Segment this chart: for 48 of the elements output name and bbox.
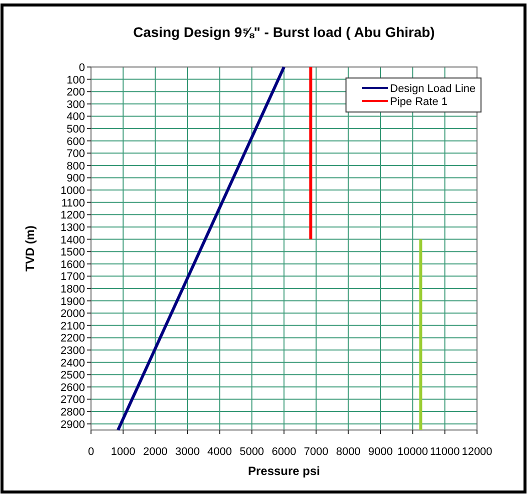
x-tick-label: 6000 (272, 446, 296, 458)
y-tick-label: 1400 (60, 234, 85, 246)
x-tick-label: 11000 (430, 446, 460, 458)
legend-label: Pipe Rate 1 (390, 96, 448, 108)
y-tick-label: 1000 (60, 185, 85, 198)
y-tick-label: 2400 (60, 357, 85, 370)
x-axis-title: Pressure psi (248, 464, 320, 478)
x-tick-label: 12000 (462, 446, 492, 458)
y-tick-label: 1800 (60, 283, 85, 296)
y-tick-label: 2000 (60, 308, 85, 320)
y-tick-label: 300 (66, 98, 85, 111)
y-tick-label: 2700 (60, 394, 85, 406)
x-tick-label: 0 (88, 446, 94, 458)
x-tick-label: 2000 (143, 446, 168, 458)
x-tick-label: 1000 (110, 446, 136, 458)
x-tick-label: 7000 (304, 446, 328, 458)
y-tick-label: 700 (66, 148, 85, 160)
y-tick-label: 2900 (60, 418, 85, 431)
x-tick-label: 5000 (240, 446, 264, 458)
y-tick-label: 2600 (60, 382, 85, 394)
y-tick-label: 2500 (60, 370, 85, 382)
legend-label: Design Load Line (390, 83, 476, 95)
y-tick-label: 1900 (60, 296, 85, 308)
x-tick-label: 4000 (207, 446, 232, 458)
y-tick-label: 200 (66, 86, 85, 99)
x-tick-label: 8000 (336, 446, 361, 458)
y-tick-label: 600 (66, 136, 85, 148)
x-tick-label: 9000 (368, 446, 393, 458)
y-tick-label: 1600 (60, 258, 85, 271)
y-tick-label: 1500 (60, 246, 85, 259)
y-tick-label: 800 (66, 160, 85, 172)
y-tick-label: 2100 (60, 320, 85, 332)
chart-title: Casing Design 9⅝" - Burst load ( Abu Ghirab) (133, 24, 435, 40)
y-tick-label: 1700 (60, 271, 85, 284)
y-tick-label: 1100 (61, 197, 85, 210)
y-tick-label: 2800 (60, 406, 85, 419)
y-tick-label: 900 (66, 172, 85, 185)
y-tick-label: 500 (66, 124, 85, 136)
y-axis-title: TVD (m) (23, 226, 37, 272)
y-tick-label: 1200 (60, 210, 85, 222)
x-tick-label: 3000 (175, 446, 200, 458)
x-tick-label: 10000 (397, 446, 428, 458)
y-tick-label: 0 (78, 62, 85, 74)
y-tick-label: 2300 (60, 345, 85, 358)
y-tick-label: 400 (66, 111, 85, 124)
y-tick-label: 1300 (60, 222, 85, 234)
y-tick-label: 2200 (60, 332, 85, 345)
y-tick-label: 100 (66, 74, 85, 86)
